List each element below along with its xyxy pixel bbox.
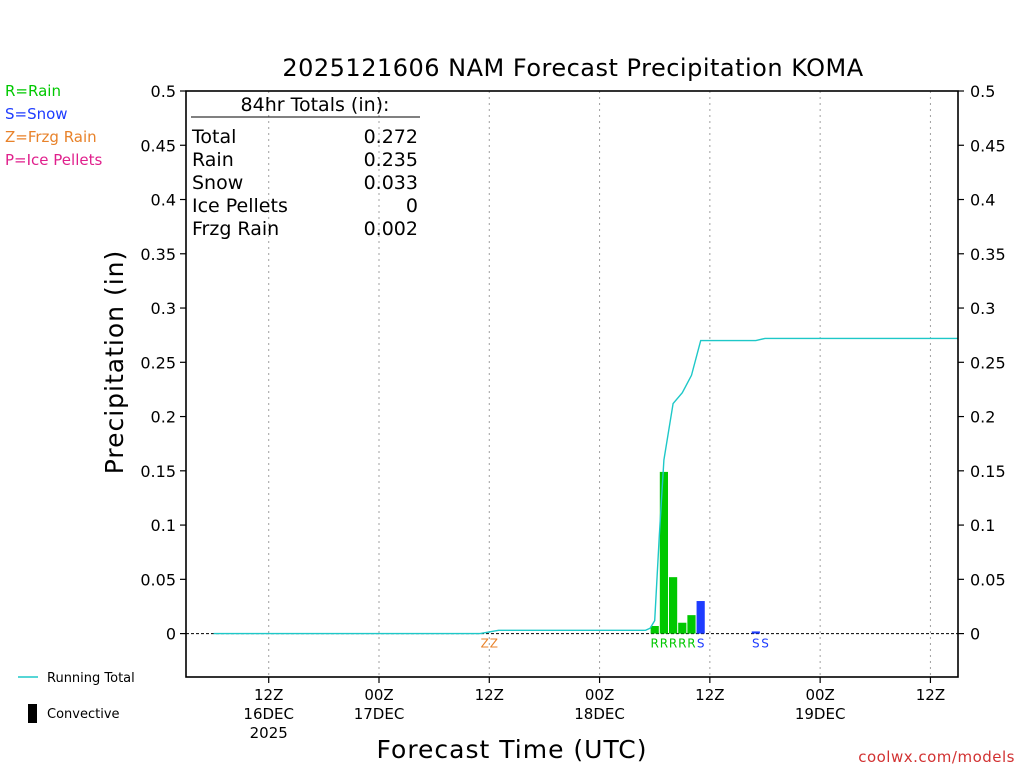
y-tick-label-right: 0.25 bbox=[970, 353, 1006, 372]
x-tick-time: 12Z bbox=[254, 686, 283, 704]
y-tick-label-left: 0.1 bbox=[151, 516, 176, 535]
totals-row-label: Frzg Rain bbox=[192, 218, 279, 240]
totals-row-value: 0.002 bbox=[364, 218, 418, 240]
running-total-line bbox=[213, 337, 958, 635]
type-label: R bbox=[669, 637, 677, 651]
running-total-legend-label: Running Total bbox=[47, 671, 135, 686]
x-tick-time: 00Z bbox=[585, 686, 614, 704]
type-label: R bbox=[678, 637, 686, 651]
type-legend-item: P=Ice Pellets bbox=[5, 151, 102, 169]
x-tick-date: 19DEC bbox=[795, 705, 846, 723]
y-tick-label-right: 0.1 bbox=[970, 516, 995, 535]
precip-bar bbox=[650, 625, 659, 634]
type-legend-item: S=Snow bbox=[5, 105, 68, 123]
y-tick-label-right: 0.15 bbox=[970, 462, 1006, 481]
y-tick-label-left: 0.45 bbox=[140, 136, 176, 155]
precip-bar bbox=[696, 601, 705, 634]
type-label: S bbox=[752, 637, 760, 651]
type-label: R bbox=[651, 637, 659, 651]
precip-bar bbox=[687, 615, 696, 634]
precip-bar bbox=[751, 631, 760, 634]
totals-row-label: Total bbox=[191, 126, 236, 148]
y-tick-label-left: 0.4 bbox=[151, 191, 176, 210]
y-tick-label-left: 0.05 bbox=[140, 570, 176, 589]
x-tick-time: 12Z bbox=[475, 686, 504, 704]
convective-legend-swatch bbox=[28, 704, 37, 723]
x-axis-label: Forecast Time (UTC) bbox=[377, 735, 648, 764]
x-tick-time: 00Z bbox=[364, 686, 393, 704]
x-tick-year: 2025 bbox=[250, 724, 288, 742]
y-tick-label-right: 0.05 bbox=[970, 570, 1006, 589]
watermark: coolwx.com/models bbox=[858, 748, 1015, 766]
totals-row-label: Rain bbox=[192, 149, 234, 171]
type-label: Z bbox=[490, 637, 498, 651]
x-tick-time: 12Z bbox=[695, 686, 724, 704]
y-tick-label-right: 0.35 bbox=[970, 245, 1006, 264]
y-tick-label-right: 0.5 bbox=[970, 82, 995, 101]
x-tick-date: 18DEC bbox=[574, 705, 625, 723]
totals-row-label: Snow bbox=[192, 172, 243, 194]
y-tick-label-right: 0 bbox=[970, 625, 980, 644]
totals-header: 84hr Totals (in): bbox=[241, 94, 390, 116]
type-label: S bbox=[761, 637, 769, 651]
totals-row-value: 0 bbox=[406, 195, 418, 217]
x-tick-time: 12Z bbox=[916, 686, 945, 704]
y-tick-label-left: 0.25 bbox=[140, 353, 176, 372]
type-label: R bbox=[660, 637, 668, 651]
y-tick-label-left: 0.35 bbox=[140, 245, 176, 264]
precip-bar bbox=[659, 471, 668, 634]
y-tick-label-right: 0.4 bbox=[970, 191, 995, 210]
y-axis-label: Precipitation (in) bbox=[100, 250, 129, 475]
y-tick-label-right: 0.2 bbox=[970, 408, 995, 427]
precip-bar bbox=[678, 622, 687, 634]
y-tick-label-left: 0 bbox=[166, 625, 176, 644]
type-label: Z bbox=[481, 637, 489, 651]
x-tick-date: 17DEC bbox=[354, 705, 405, 723]
totals-row-value: 0.235 bbox=[364, 149, 418, 171]
y-tick-label-left: 0.3 bbox=[151, 299, 176, 318]
y-tick-label-right: 0.45 bbox=[970, 136, 1006, 155]
y-tick-label-left: 0.5 bbox=[151, 82, 176, 101]
totals-row-value: 0.033 bbox=[364, 172, 418, 194]
totals-row-label: Ice Pellets bbox=[192, 195, 288, 217]
type-legend-item: Z=Frzg Rain bbox=[5, 128, 97, 146]
type-legend-item: R=Rain bbox=[5, 82, 61, 100]
type-label: R bbox=[687, 637, 695, 651]
x-tick-time: 00Z bbox=[805, 686, 834, 704]
y-tick-label-right: 0.3 bbox=[970, 299, 995, 318]
type-label: S bbox=[697, 637, 705, 651]
plot-frame bbox=[185, 90, 959, 678]
y-tick-label-left: 0.15 bbox=[140, 462, 176, 481]
x-tick-date: 16DEC bbox=[243, 705, 294, 723]
totals-row-value: 0.272 bbox=[364, 126, 418, 148]
precip-bar bbox=[669, 577, 678, 634]
chart-title: 2025121606 NAM Forecast Precipitation KO… bbox=[282, 54, 863, 82]
convective-legend-label: Convective bbox=[47, 707, 120, 722]
y-tick-label-left: 0.2 bbox=[151, 408, 176, 427]
